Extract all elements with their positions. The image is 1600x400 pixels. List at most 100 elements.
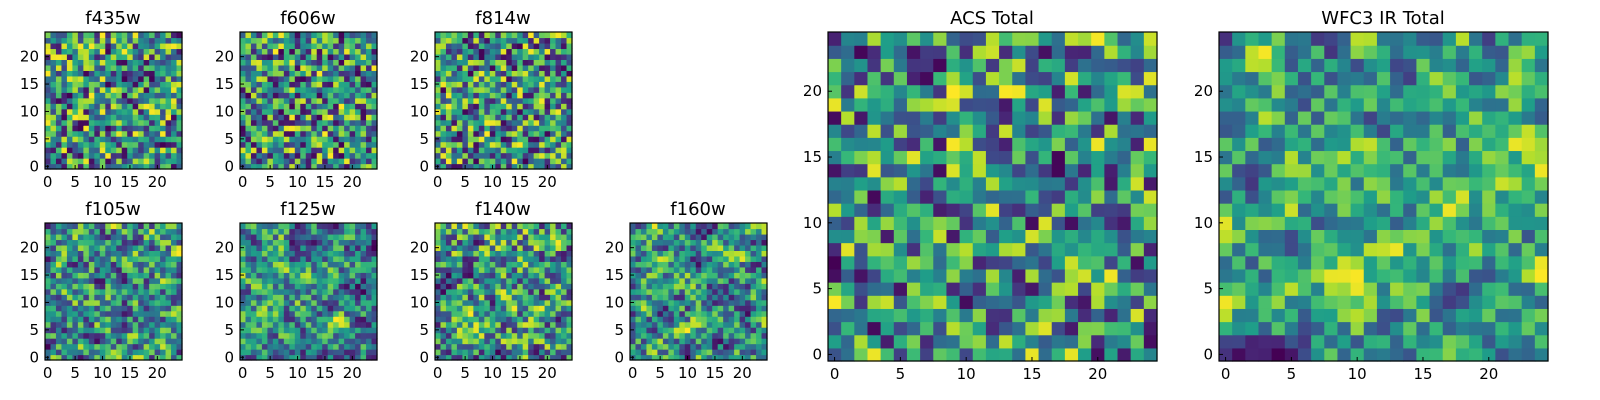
heatmap-cell	[327, 70, 334, 77]
heatmap-cell	[165, 277, 172, 284]
heatmap-cell	[906, 176, 921, 191]
heatmap-cell	[484, 288, 491, 295]
heatmap-cell	[495, 147, 502, 154]
heatmap-cell	[272, 233, 279, 241]
heatmap-cell	[127, 136, 134, 143]
heatmap-cell	[550, 272, 557, 279]
heatmap-cell	[495, 354, 502, 361]
heatmap-cell	[734, 244, 741, 251]
heatmap-cell	[127, 288, 134, 295]
heatmap-cell	[484, 321, 491, 328]
heatmap-cell	[756, 294, 763, 301]
heatmap-cell	[138, 272, 145, 279]
heatmap-cell	[651, 272, 658, 279]
heatmap-cell	[999, 176, 1013, 191]
heatmap-cell	[250, 147, 258, 154]
heatmap-cell	[121, 354, 128, 361]
heatmap-cell	[261, 152, 268, 159]
heatmap-cell	[440, 103, 447, 110]
heatmap-cell	[165, 250, 172, 257]
heatmap-cell	[305, 305, 312, 312]
heatmap-cell	[127, 92, 134, 99]
heatmap-cell	[121, 92, 128, 99]
heatmap-cell	[322, 294, 329, 301]
heatmap-cell	[333, 343, 340, 350]
heatmap-cell	[668, 228, 675, 235]
heatmap-cell	[88, 283, 95, 290]
heatmap-cell	[440, 228, 447, 235]
heatmap-cell	[322, 338, 329, 345]
heatmap-cell	[61, 332, 68, 339]
heatmap-cell	[435, 59, 442, 66]
heatmap-cell	[761, 294, 768, 301]
heatmap-cell	[311, 272, 318, 279]
heatmap-cell	[138, 321, 145, 328]
heatmap-cell	[316, 81, 323, 88]
heatmap-cell	[533, 147, 540, 154]
heatmap-cell	[985, 124, 1000, 138]
heatmap-cell	[462, 310, 469, 317]
heatmap-cell	[668, 332, 675, 339]
heatmap-cell	[149, 48, 156, 55]
heatmap-cell	[1104, 137, 1119, 152]
heatmap-cell	[366, 125, 373, 132]
heatmap-cell	[316, 310, 323, 317]
heatmap-cell	[684, 233, 691, 241]
heatmap-cell	[550, 354, 557, 361]
heatmap-cell	[451, 327, 458, 334]
heatmap-cell	[522, 119, 529, 126]
heatmap-cell	[349, 261, 356, 268]
heatmap-cell	[495, 64, 502, 71]
heatmap-cell	[99, 228, 106, 235]
heatmap-cell	[651, 288, 658, 295]
heatmap-cell	[739, 244, 746, 251]
heatmap-cell	[289, 272, 296, 279]
heatmap-cell	[61, 64, 68, 71]
heatmap-cell	[467, 130, 474, 137]
heatmap-cell	[511, 321, 518, 328]
heatmap-cell	[841, 282, 855, 296]
heatmap-cell	[506, 42, 513, 50]
heatmap-cell	[110, 92, 117, 99]
heatmap-cell	[149, 86, 156, 93]
heatmap-cell	[750, 261, 757, 268]
heatmap-cell	[305, 136, 312, 143]
heatmap-cell	[828, 242, 842, 257]
heatmap-cell	[94, 59, 101, 66]
heatmap-cell	[701, 223, 708, 230]
heatmap-cell	[165, 114, 172, 121]
heatmap-cell	[121, 288, 128, 295]
heatmap-cell	[467, 163, 474, 170]
heatmap-cell	[522, 141, 529, 148]
heatmap-cell	[66, 277, 73, 284]
heatmap-cell	[349, 152, 356, 159]
heatmap-cell	[451, 266, 458, 273]
heatmap-cell	[138, 152, 145, 159]
heatmap-cell	[734, 228, 741, 235]
heatmap-cell	[1051, 176, 1066, 191]
heatmap-cell	[116, 294, 123, 301]
heatmap-cell	[456, 288, 463, 295]
heatmap-cell	[630, 266, 637, 273]
heatmap-cell	[88, 277, 95, 284]
heatmap-cell	[322, 343, 329, 350]
heatmap-cell	[110, 244, 117, 251]
heatmap-cell	[690, 310, 697, 317]
heatmap-cell	[467, 136, 474, 143]
heatmap-cell	[484, 81, 491, 88]
heatmap-cell	[555, 141, 562, 148]
heatmap-cell	[267, 59, 274, 66]
heatmap-cell	[322, 136, 329, 143]
heatmap-cell	[316, 32, 323, 39]
heatmap-cell	[138, 64, 145, 71]
heatmap-cell	[657, 266, 664, 273]
heatmap-cell	[679, 261, 686, 268]
heatmap-cell	[555, 64, 562, 71]
heatmap-cell	[278, 32, 285, 39]
heatmap-cell	[473, 233, 480, 241]
heatmap-cell	[45, 147, 52, 154]
heatmap-cell	[110, 239, 117, 246]
heatmap-cell	[484, 250, 491, 257]
heatmap-cell	[283, 261, 290, 268]
heatmap-cell	[300, 250, 307, 257]
